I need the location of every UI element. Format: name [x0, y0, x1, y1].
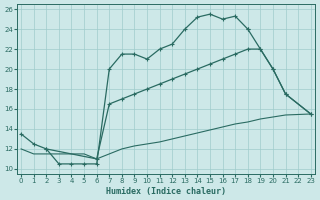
- X-axis label: Humidex (Indice chaleur): Humidex (Indice chaleur): [106, 187, 226, 196]
